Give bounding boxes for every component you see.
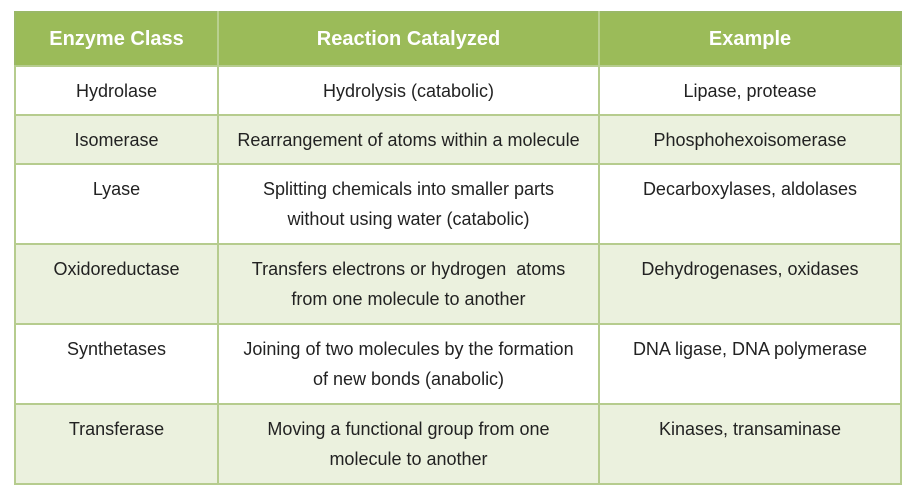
example-cell: Lipase, protease (598, 65, 902, 116)
reaction-line: Moving a functional group from one (267, 419, 550, 439)
header-example: Example (598, 12, 901, 66)
example-cell: Phosphohexoisomerase (598, 114, 902, 165)
table-row: Hydrolase Hydrolysis (catabolic) Lipase,… (14, 65, 902, 116)
table-row: Synthetases Joining of two molecules by … (14, 323, 902, 405)
table-row: Oxidoreductase Transfers electrons or hy… (14, 243, 902, 325)
table-row: Transferase Moving a functional group fr… (14, 403, 902, 485)
reaction-line: Transfers electrons or hydrogen atoms (251, 259, 566, 279)
reaction-line: Joining of two molecules by the formatio… (243, 339, 574, 359)
table-row: Isomerase Rearrangement of atoms within … (14, 114, 902, 165)
table-row: Lyase Splitting chemicals into smaller p… (14, 163, 902, 245)
enzyme-class-cell: Isomerase (14, 114, 219, 165)
reaction-cell: Moving a functional group from one molecu… (217, 403, 600, 485)
example-cell: Dehydrogenases, oxidases (598, 243, 902, 325)
example-cell: DNA ligase, DNA polymerase (598, 323, 902, 405)
reaction-cell: Transfers electrons or hydrogen atoms fro… (217, 243, 600, 325)
enzyme-class-cell: Hydrolase (14, 65, 219, 116)
enzyme-class-cell: Synthetases (14, 323, 219, 405)
example-cell: Decarboxylases, aldolases (598, 163, 902, 245)
reaction-line: without using water (catabolic) (287, 209, 530, 229)
reaction-line: from one molecule to another (291, 289, 526, 309)
header-reaction-catalyzed: Reaction Catalyzed (217, 12, 599, 66)
example-cell: Kinases, transaminase (598, 403, 902, 485)
enzyme-class-cell: Transferase (14, 403, 219, 485)
reaction-cell: Splitting chemicals into smaller parts wi… (217, 163, 600, 245)
enzyme-class-cell: Oxidoreductase (14, 243, 219, 325)
header-enzyme-class: Enzyme Class (15, 12, 218, 66)
enzyme-class-cell: Lyase (14, 163, 219, 245)
reaction-line: of new bonds (anabolic) (312, 369, 505, 389)
reaction-line: molecule to another (329, 449, 488, 469)
enzyme-classes-table: Enzyme Class Reaction Catalyzed Example … (14, 11, 902, 485)
reaction-line: Rearrangement of atoms within a molecule (237, 130, 580, 150)
reaction-cell: Hydrolysis (catabolic) (217, 65, 600, 116)
reaction-cell: Joining of two molecules by the formatio… (217, 323, 600, 405)
reaction-cell: Rearrangement of atoms within a molecule (217, 114, 600, 165)
reaction-line: Splitting chemicals into smaller parts (262, 179, 555, 199)
reaction-line: Hydrolysis (catabolic) (322, 81, 495, 101)
header-row: Enzyme Class Reaction Catalyzed Example (15, 12, 901, 66)
